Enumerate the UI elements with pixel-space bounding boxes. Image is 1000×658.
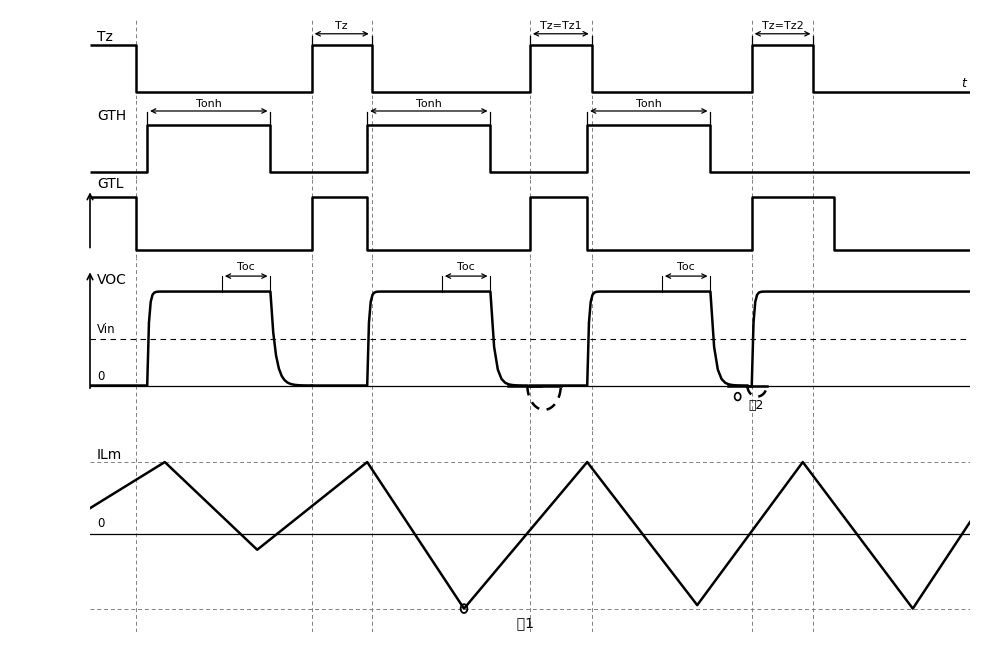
Text: GTH: GTH <box>97 109 126 123</box>
Text: t: t <box>961 77 966 89</box>
Text: 点2: 点2 <box>748 399 764 412</box>
Text: GTL: GTL <box>97 177 124 191</box>
Text: Tz=Tz1: Tz=Tz1 <box>540 22 582 32</box>
Text: Toc: Toc <box>677 262 695 272</box>
Text: Tonh: Tonh <box>196 99 222 109</box>
Text: Tz=Tz2: Tz=Tz2 <box>762 22 803 32</box>
Text: Tonh: Tonh <box>416 99 442 109</box>
Text: ILm: ILm <box>97 447 122 462</box>
Text: 0: 0 <box>97 517 104 530</box>
Text: Tz: Tz <box>97 30 113 44</box>
Text: 点1: 点1 <box>508 617 534 630</box>
Text: VOC: VOC <box>97 273 127 287</box>
Text: Tonh: Tonh <box>636 99 662 109</box>
Text: Toc: Toc <box>457 262 475 272</box>
Text: Tz: Tz <box>335 22 348 32</box>
Text: Toc: Toc <box>237 262 255 272</box>
Text: Vin: Vin <box>97 323 116 336</box>
Text: 0: 0 <box>97 370 104 384</box>
